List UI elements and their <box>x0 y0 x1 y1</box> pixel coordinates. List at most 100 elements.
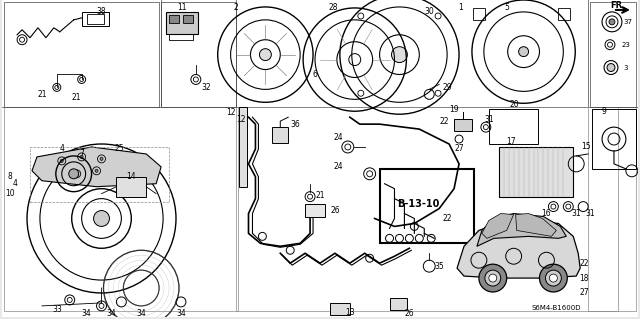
Polygon shape <box>482 213 514 238</box>
Text: 20: 20 <box>510 100 520 109</box>
Text: 21: 21 <box>316 191 324 200</box>
Text: 4: 4 <box>60 145 64 153</box>
Bar <box>86 14 104 24</box>
Bar <box>473 8 485 20</box>
Text: 6: 6 <box>312 70 317 79</box>
Bar <box>330 303 350 315</box>
Text: 23: 23 <box>621 42 630 48</box>
Bar <box>499 147 573 197</box>
Polygon shape <box>477 213 566 246</box>
Text: 26: 26 <box>330 206 340 215</box>
Text: 22: 22 <box>442 214 452 223</box>
Text: S6M4-B1600D: S6M4-B1600D <box>532 305 581 311</box>
Text: 29: 29 <box>442 83 452 92</box>
Text: B-13-10: B-13-10 <box>397 199 440 209</box>
Text: 15: 15 <box>581 143 591 152</box>
Circle shape <box>609 19 615 25</box>
Circle shape <box>545 270 561 286</box>
Text: 27: 27 <box>454 145 464 153</box>
Polygon shape <box>457 220 580 278</box>
Text: 37: 37 <box>623 19 632 25</box>
Text: 33: 33 <box>52 305 61 314</box>
Text: 31: 31 <box>572 209 581 218</box>
Text: 19: 19 <box>449 105 459 114</box>
Text: 9: 9 <box>602 107 607 116</box>
Text: 34: 34 <box>176 309 186 318</box>
Text: 31: 31 <box>484 115 493 124</box>
Text: 11: 11 <box>177 4 187 12</box>
Polygon shape <box>32 147 161 187</box>
Text: 24: 24 <box>333 133 342 142</box>
Text: 17: 17 <box>506 137 515 145</box>
Text: 38: 38 <box>97 7 106 16</box>
Text: 31: 31 <box>586 209 595 218</box>
Text: 32: 32 <box>201 83 211 92</box>
Text: 10: 10 <box>5 189 15 198</box>
Text: 3: 3 <box>623 64 628 70</box>
Circle shape <box>479 264 507 292</box>
Circle shape <box>518 47 529 56</box>
Bar <box>183 15 193 23</box>
Circle shape <box>489 274 497 282</box>
Bar <box>116 177 146 197</box>
Bar <box>82 12 109 26</box>
Text: 34: 34 <box>136 309 146 318</box>
Text: 12: 12 <box>226 108 236 117</box>
Text: 22: 22 <box>440 117 449 126</box>
Bar <box>588 107 636 311</box>
Text: 22: 22 <box>579 259 589 268</box>
Text: 26: 26 <box>404 309 414 318</box>
Circle shape <box>93 211 109 226</box>
Text: 16: 16 <box>541 209 551 218</box>
Bar <box>239 107 246 187</box>
Circle shape <box>100 157 103 160</box>
Circle shape <box>259 49 271 61</box>
Circle shape <box>68 169 79 179</box>
Text: 27: 27 <box>579 288 589 298</box>
Bar <box>590 2 636 107</box>
Text: 35: 35 <box>435 262 444 271</box>
Text: 34: 34 <box>107 309 116 318</box>
Text: 1: 1 <box>459 4 463 12</box>
Text: 5: 5 <box>504 4 509 12</box>
Bar <box>4 2 159 107</box>
Bar <box>592 109 636 169</box>
Circle shape <box>80 155 83 159</box>
Text: 21: 21 <box>72 93 81 102</box>
Bar <box>390 298 408 310</box>
Bar <box>380 169 474 243</box>
Bar <box>273 127 288 143</box>
Text: 12: 12 <box>236 115 246 124</box>
Circle shape <box>549 274 557 282</box>
Circle shape <box>392 47 408 63</box>
Circle shape <box>485 270 500 286</box>
Circle shape <box>95 169 98 172</box>
Text: 24: 24 <box>333 162 342 171</box>
Text: 2: 2 <box>233 4 238 12</box>
Bar <box>489 109 538 144</box>
Bar <box>169 15 179 23</box>
Text: 7: 7 <box>79 149 84 159</box>
Bar <box>4 107 237 311</box>
Text: 4: 4 <box>13 179 17 188</box>
Text: FR.: FR. <box>610 2 626 11</box>
Bar <box>161 2 236 107</box>
Circle shape <box>75 172 78 175</box>
Bar <box>30 147 169 202</box>
Text: 14: 14 <box>127 172 136 181</box>
Circle shape <box>540 264 567 292</box>
Circle shape <box>60 160 63 162</box>
Text: 25: 25 <box>115 145 124 153</box>
Bar <box>305 204 325 218</box>
Text: 8: 8 <box>8 172 13 181</box>
Bar <box>236 107 618 311</box>
Text: 13: 13 <box>345 308 355 317</box>
Text: 30: 30 <box>424 7 434 16</box>
Bar <box>166 12 198 34</box>
Text: 28: 28 <box>328 4 338 12</box>
Polygon shape <box>516 213 556 236</box>
Text: 21: 21 <box>37 90 47 99</box>
Bar <box>454 119 472 131</box>
Text: 36: 36 <box>291 120 300 129</box>
Text: 18: 18 <box>579 274 589 283</box>
